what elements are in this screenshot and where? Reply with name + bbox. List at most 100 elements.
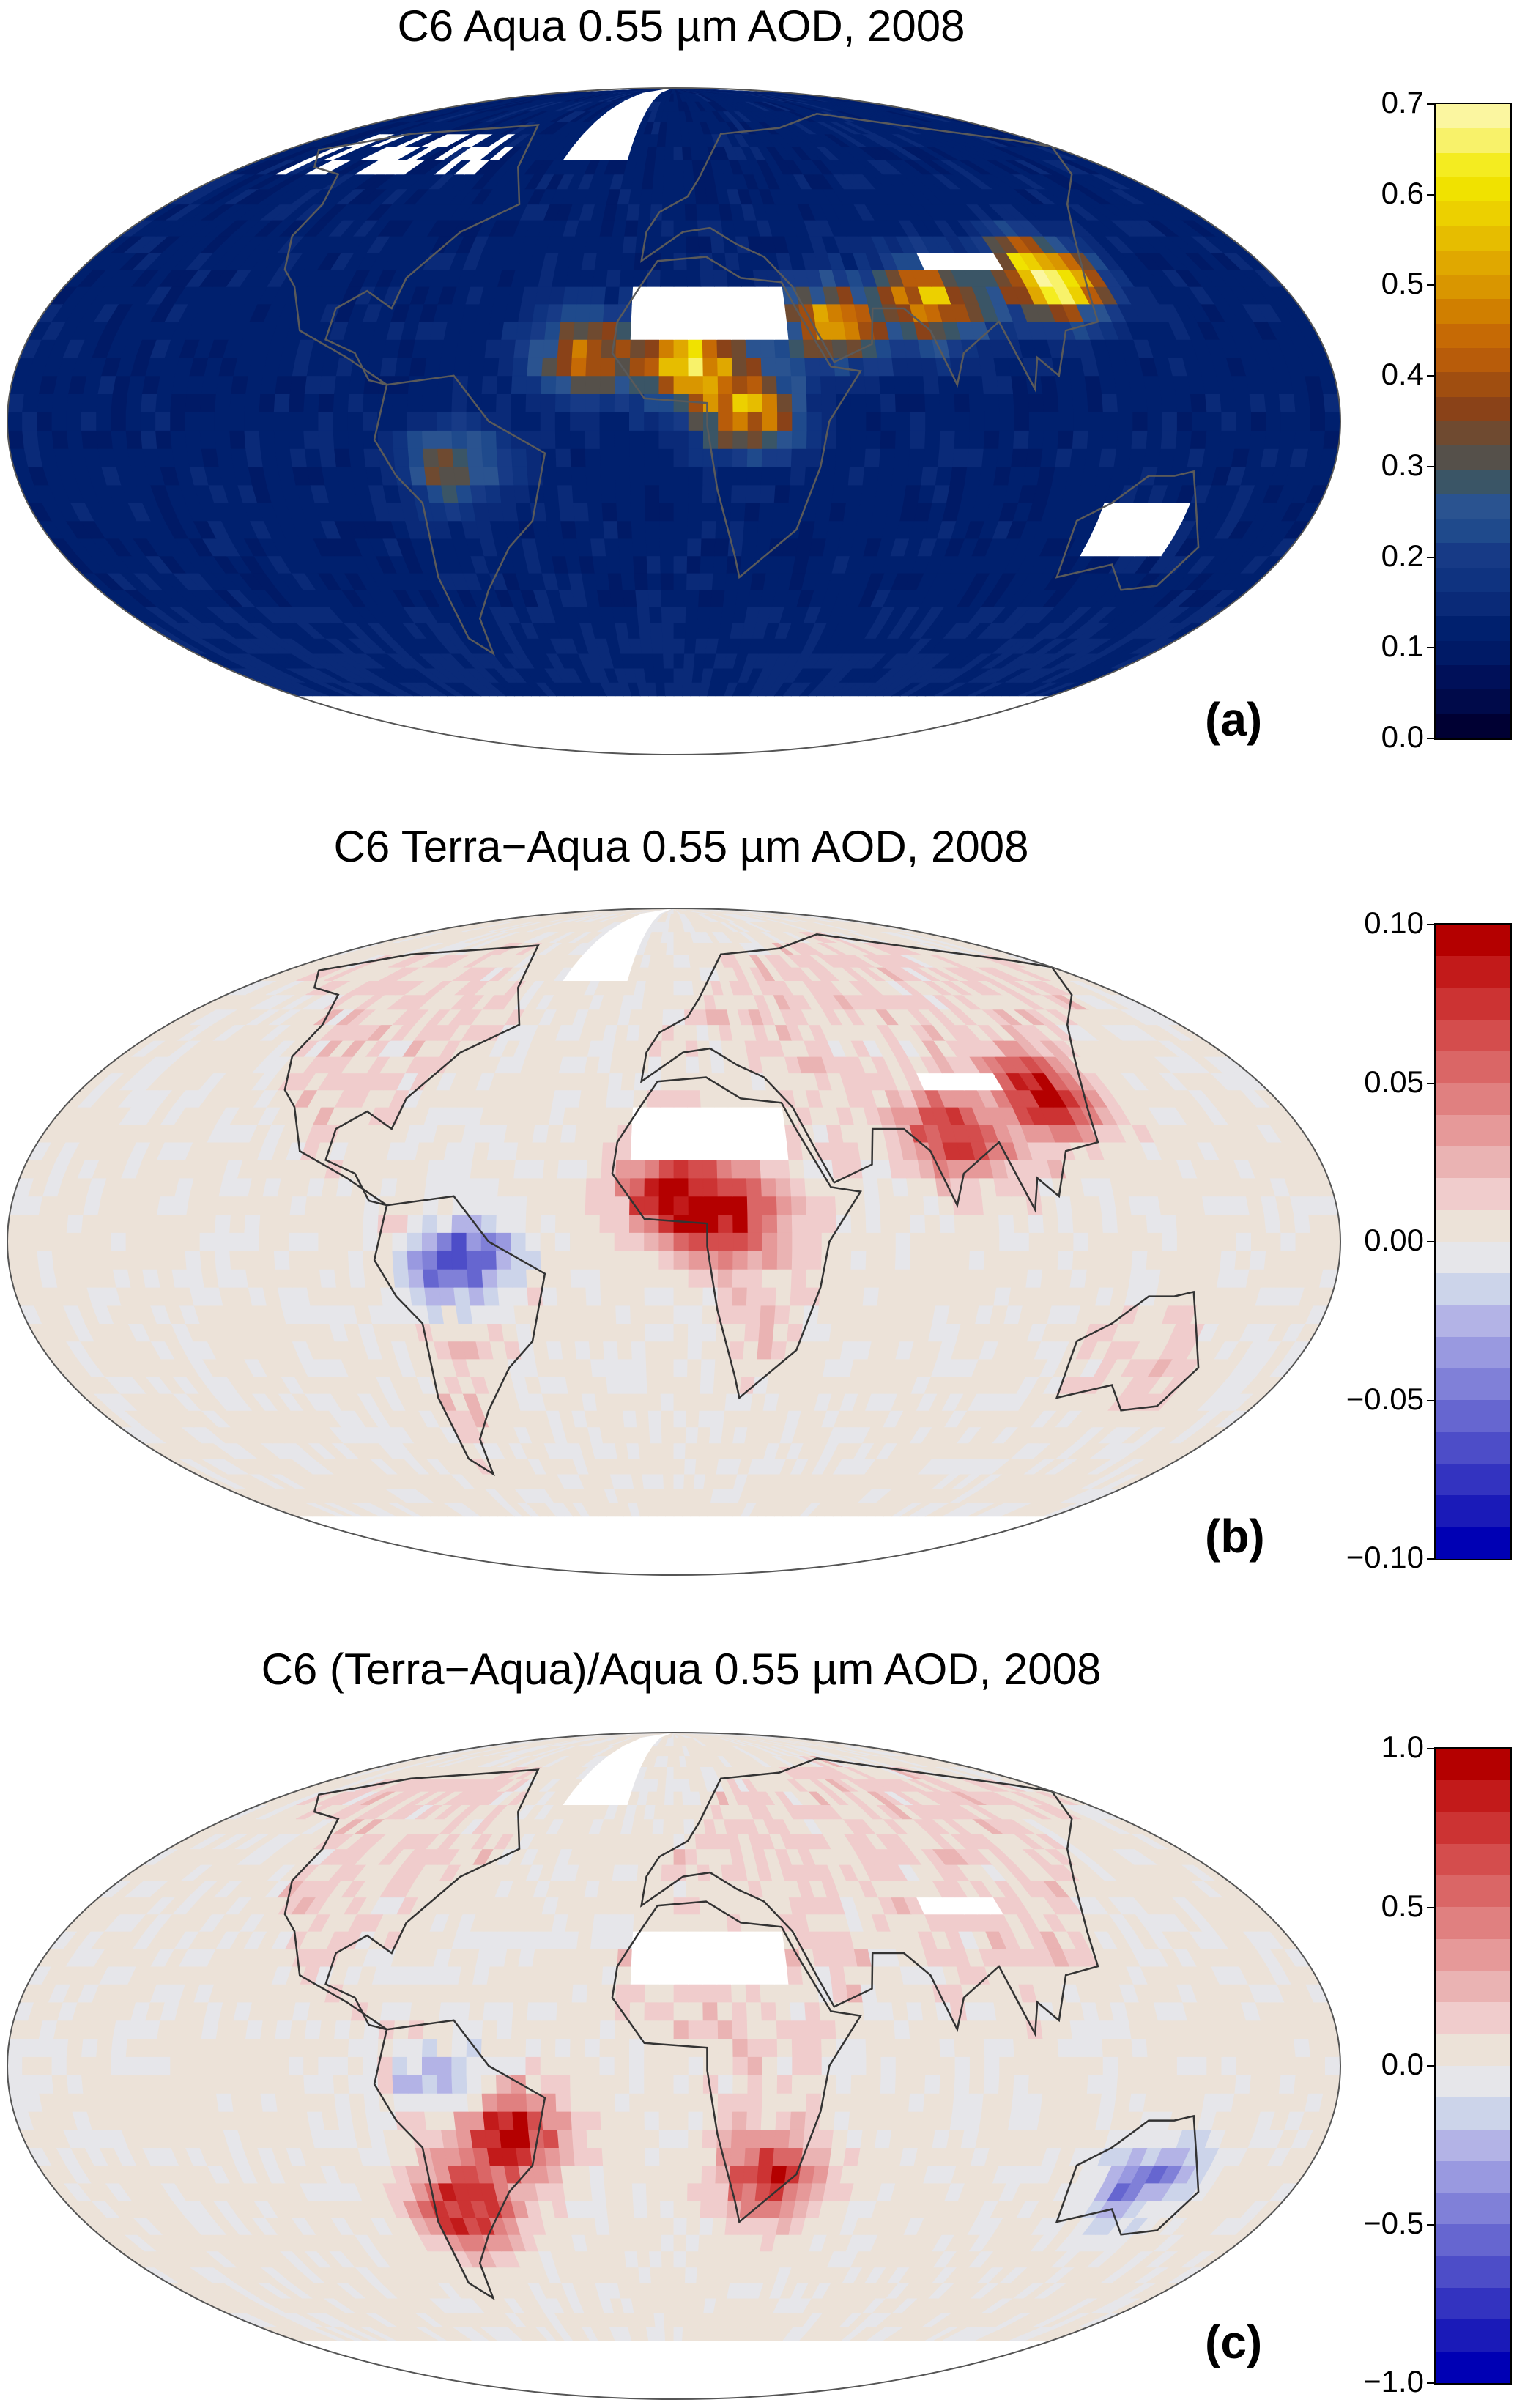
colorbar-tick-mark (1427, 647, 1434, 649)
colorbar-segment (1436, 2193, 1510, 2225)
colorbar-segment (1436, 2097, 1510, 2130)
colorbar-tick-mark (1427, 924, 1434, 925)
colorbar-segment (1436, 1812, 1510, 1844)
colorbar-segment (1436, 445, 1510, 470)
colorbar-tick-label: 0.7 (1381, 85, 1424, 119)
colorbar-segment (1436, 250, 1510, 275)
colorbar-segment (1436, 1907, 1510, 1939)
colorbar-segment (1436, 1146, 1510, 1179)
colorbar-tick-mark (1427, 465, 1434, 467)
map-b-border (7, 908, 1341, 1576)
colorbar-tick-label: 0.3 (1381, 447, 1424, 482)
colorbar-segment (1436, 1083, 1510, 1115)
colorbar-segment (1436, 2002, 1510, 2034)
colorbar-tick-label: 0.5 (1381, 266, 1424, 301)
panel-a: C6 Aqua 0.55 µm AOD, 2008 (a) 0.0 0.1 0.2 0… (0, 0, 1514, 777)
panel-b-label: (b) (1205, 1510, 1265, 1563)
colorbar-segment (1436, 152, 1510, 177)
colorbar-tick-label: 0.10 (1364, 905, 1424, 940)
colorbar-segment (1436, 1843, 1510, 1876)
colorbar-segment (1436, 201, 1510, 226)
coastline-australia (1055, 2114, 1200, 2236)
colorbar-segment (1436, 689, 1510, 714)
map-c-grid (7, 1733, 1340, 2399)
map-b (7, 908, 1341, 1576)
colorbar-segment (1436, 299, 1510, 324)
colorbar-tick-mark (1427, 1241, 1434, 1242)
colorbar-segment (1436, 1938, 1510, 1971)
colorbar-segment (1436, 1431, 1510, 1464)
panel-b-title: C6 Terra−Aqua 0.55 µm AOD, 2008 (333, 822, 1029, 871)
colorbar-segment (1436, 275, 1510, 300)
colorbar-tick-mark (1427, 103, 1434, 105)
colorbar-b-ticks: −0.10 −0.05 0.00 0.05 0.10 (1282, 908, 1502, 1573)
coastline-australia (1055, 470, 1200, 591)
coastline-namerica (283, 944, 540, 1207)
colorbar-segment (1436, 372, 1510, 397)
colorbar-segment (1436, 1336, 1510, 1369)
colorbar-segment (1436, 1527, 1510, 1559)
colorbar-segment (1436, 2034, 1510, 2066)
colorbar-tick-mark (1427, 556, 1434, 558)
colorbar-segment (1436, 177, 1510, 202)
colorbar-tick-mark (1427, 2382, 1434, 2384)
coastline-samerica (373, 1195, 546, 1477)
colorbar-segment (1436, 1114, 1510, 1147)
colorbar-tick-label: 0.05 (1364, 1064, 1424, 1099)
colorbar-segment (1436, 519, 1510, 544)
colorbar-segment (1436, 2065, 1510, 2098)
colorbar-segment (1436, 714, 1510, 738)
colorbar-segment (1436, 567, 1510, 592)
coastline-africa (611, 1076, 862, 1400)
colorbar-segment (1436, 1749, 1510, 1781)
colorbar-tick-label: −1.0 (1363, 2364, 1424, 2398)
coastline-eurasia (639, 933, 1099, 1213)
colorbar-segment (1436, 1495, 1510, 1527)
colorbar-c (1434, 1747, 1512, 2385)
panel-c: C6 (Terra−Aqua)/Aqua 0.55 µm AOD, 2008 (… (0, 1645, 1514, 2408)
colorbar-tick-mark (1427, 1399, 1434, 1401)
colorbar-tick-mark (1427, 284, 1434, 286)
colorbar-segment (1436, 2256, 1510, 2289)
colorbar-tick-label: 0.00 (1364, 1223, 1424, 1257)
colorbar-tick-mark (1427, 1906, 1434, 1908)
coastline-africa (611, 256, 862, 579)
colorbar-tick-mark (1427, 193, 1434, 196)
map-a-grid (7, 88, 1340, 755)
colorbar-segment (1436, 226, 1510, 251)
coastline-eurasia (639, 1757, 1099, 2037)
coastline-australia (1055, 1290, 1200, 1412)
colorbar-segment (1436, 1178, 1510, 1210)
colorbar-segment (1436, 1019, 1510, 1052)
colorbar-segment (1436, 2319, 1510, 2352)
colorbar-segment (1436, 988, 1510, 1020)
colorbar-segment (1436, 347, 1510, 373)
colorbar-segment (1436, 128, 1510, 153)
colorbar-tick-label: 0.1 (1381, 629, 1424, 664)
colorbar-segment (1436, 2351, 1510, 2383)
colorbar-segment (1436, 1209, 1510, 1242)
colorbar-tick-label: 0.0 (1381, 2047, 1424, 2081)
panel-a-label: (a) (1205, 693, 1263, 746)
colorbar-tick-mark (1427, 2223, 1434, 2226)
map-a (7, 87, 1341, 755)
colorbar-tick-label: 1.0 (1381, 1730, 1424, 1764)
colorbar-segment (1436, 1241, 1510, 1274)
map-b-grid (7, 908, 1340, 1575)
colorbar-segment (1436, 616, 1510, 641)
colorbar-c-ticks: −1.0 −0.5 0.0 0.5 1.0 (1282, 1732, 1502, 2397)
map-c (7, 1732, 1341, 2400)
colorbar-tick-label: −0.05 (1346, 1381, 1424, 1416)
colorbar-segment (1436, 323, 1510, 348)
coastline-samerica (373, 2019, 546, 2301)
panel-b: C6 Terra−Aqua 0.55 µm AOD, 2008 (b) −0.1… (0, 820, 1514, 1597)
colorbar-segment (1436, 925, 1510, 957)
colorbar-tick-mark (1427, 2065, 1434, 2067)
colorbar-tick-label: 0.5 (1381, 1888, 1424, 1923)
colorbar-tick-label: 0.2 (1381, 538, 1424, 573)
colorbar-segment (1436, 1305, 1510, 1337)
colorbar-segment (1436, 421, 1510, 446)
colorbar-segment (1436, 1875, 1510, 1908)
colorbar-tick-mark (1427, 738, 1434, 739)
panel-c-title: C6 (Terra−Aqua)/Aqua 0.55 µm AOD, 2008 (261, 1645, 1102, 1694)
